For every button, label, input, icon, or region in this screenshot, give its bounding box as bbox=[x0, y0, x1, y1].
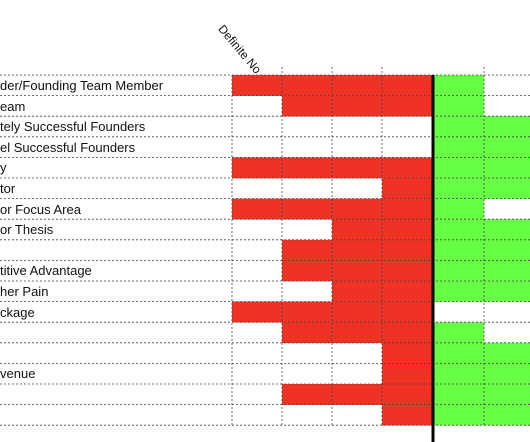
row-label: venue bbox=[0, 366, 36, 382]
cell-r0-c2 bbox=[332, 75, 382, 96]
cell-r10-c3 bbox=[382, 281, 433, 302]
cell-r16-c5 bbox=[484, 404, 530, 426]
cell-r3-c4 bbox=[433, 136, 484, 158]
cell-r8-c3 bbox=[382, 239, 433, 261]
cell-r14-c3 bbox=[382, 363, 433, 385]
cell-r9-c2 bbox=[332, 260, 382, 282]
cell-r4-c0 bbox=[232, 157, 282, 179]
cell-r6-c2 bbox=[332, 198, 382, 220]
cell-r5-c4 bbox=[433, 178, 484, 199]
cell-r1-c2 bbox=[332, 95, 382, 117]
cell-r12-c3 bbox=[382, 322, 433, 344]
cell-r0-c4 bbox=[433, 75, 484, 96]
cell-r0-c3 bbox=[382, 75, 433, 96]
cell-r7-c3 bbox=[382, 219, 433, 241]
cell-r0-c0 bbox=[232, 75, 282, 96]
cell-r15-c4 bbox=[433, 384, 484, 405]
row-label: eam bbox=[0, 98, 26, 114]
cell-r4-c3 bbox=[382, 157, 433, 179]
cell-r1-c4 bbox=[433, 95, 484, 117]
cell-r1-c1 bbox=[282, 95, 332, 117]
cell-r7-c5 bbox=[484, 219, 530, 241]
cell-r5-c3 bbox=[382, 178, 433, 199]
cell-r7-c2 bbox=[332, 219, 382, 241]
cell-r6-c4 bbox=[433, 198, 484, 220]
cell-r9-c4 bbox=[433, 260, 484, 282]
row-label: titive Advantage bbox=[0, 263, 92, 279]
cell-r10-c2 bbox=[332, 281, 382, 302]
cell-r15-c5 bbox=[484, 384, 530, 405]
cell-r8-c5 bbox=[484, 239, 530, 261]
cell-r7-c4 bbox=[433, 219, 484, 241]
row-label: or Thesis bbox=[0, 222, 54, 238]
cell-r9-c5 bbox=[484, 260, 530, 282]
cell-r11-c1 bbox=[282, 301, 332, 323]
cell-r14-c5 bbox=[484, 363, 530, 385]
cell-r11-c0 bbox=[232, 301, 282, 323]
cell-r13-c4 bbox=[433, 342, 484, 364]
cell-r16-c3 bbox=[382, 404, 433, 426]
cell-r4-c5 bbox=[484, 157, 530, 179]
cell-r11-c3 bbox=[382, 301, 433, 323]
cell-r13-c5 bbox=[484, 342, 530, 364]
cell-r9-c1 bbox=[282, 260, 332, 282]
cell-r12-c4 bbox=[433, 322, 484, 344]
cell-r8-c4 bbox=[433, 239, 484, 261]
cell-r6-c3 bbox=[382, 198, 433, 220]
cell-r15-c1 bbox=[282, 384, 332, 405]
cell-r15-c3 bbox=[382, 384, 433, 405]
cell-r13-c3 bbox=[382, 342, 433, 364]
cell-r12-c2 bbox=[332, 322, 382, 344]
cell-r2-c5 bbox=[484, 116, 530, 138]
cell-r4-c1 bbox=[282, 157, 332, 179]
row-label: ckage bbox=[0, 304, 35, 320]
row-label: y bbox=[0, 160, 7, 176]
cell-r8-c2 bbox=[332, 239, 382, 261]
cell-r11-c2 bbox=[332, 301, 382, 323]
cell-r10-c5 bbox=[484, 281, 530, 302]
cell-r8-c1 bbox=[282, 239, 332, 261]
row-label: der/Founding Team Member bbox=[0, 78, 164, 93]
cell-r2-c4 bbox=[433, 116, 484, 138]
cell-r15-c2 bbox=[332, 384, 382, 405]
cell-r9-c3 bbox=[382, 260, 433, 282]
row-label: tely Successful Founders bbox=[0, 119, 146, 135]
row-label: or Focus Area bbox=[0, 201, 81, 217]
cell-r10-c4 bbox=[433, 281, 484, 302]
cell-r3-c5 bbox=[484, 136, 530, 158]
cell-r1-c3 bbox=[382, 95, 433, 117]
cell-r5-c5 bbox=[484, 178, 530, 199]
cell-r4-c4 bbox=[433, 157, 484, 179]
cell-r6-c0 bbox=[232, 198, 282, 220]
cell-r6-c1 bbox=[282, 198, 332, 220]
cell-r0-c1 bbox=[282, 75, 332, 96]
cell-r16-c4 bbox=[433, 404, 484, 426]
row-label: el Successful Founders bbox=[0, 139, 136, 155]
cell-r14-c4 bbox=[433, 363, 484, 385]
row-label: tor bbox=[0, 181, 16, 196]
row-label: her Pain bbox=[0, 284, 49, 299]
cell-r4-c2 bbox=[332, 157, 382, 179]
cell-r12-c1 bbox=[282, 322, 332, 344]
